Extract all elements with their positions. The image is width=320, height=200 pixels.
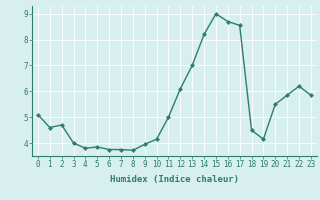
X-axis label: Humidex (Indice chaleur): Humidex (Indice chaleur) bbox=[110, 175, 239, 184]
